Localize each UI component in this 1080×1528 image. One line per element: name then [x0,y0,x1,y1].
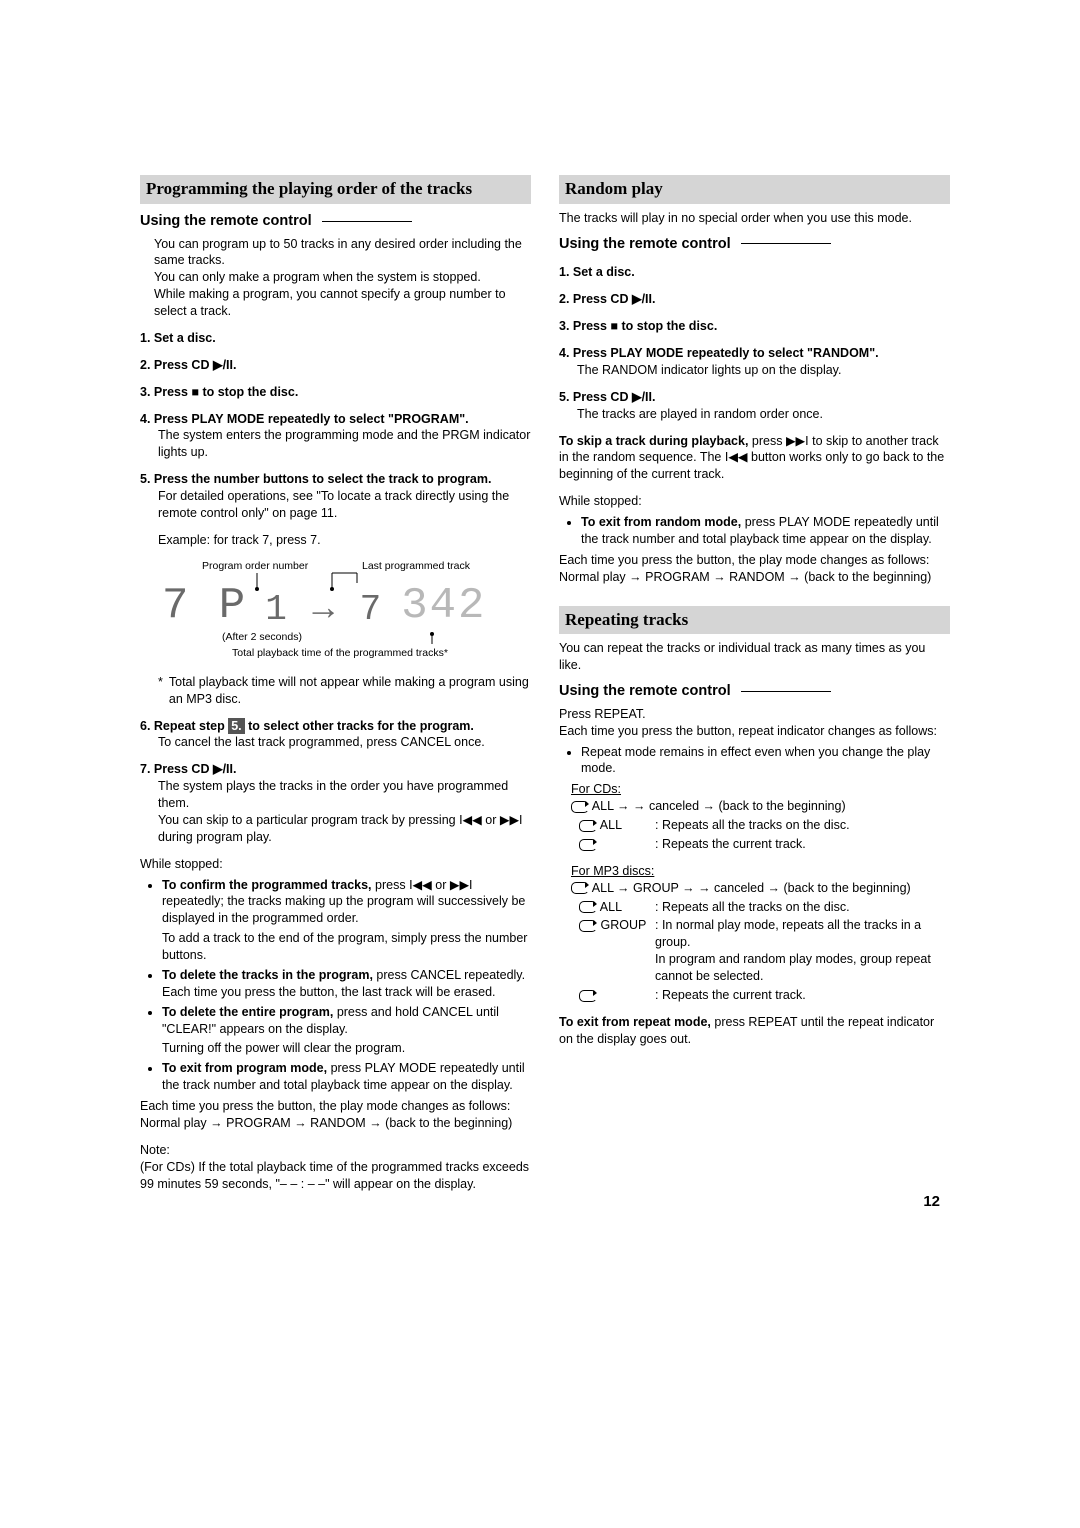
step-6-b: to select other tracks for the program. [245,719,474,733]
bullet-head: To delete the tracks in the program, [162,968,373,982]
mp3-grp-desc: : In normal play mode, repeats all the t… [655,917,950,985]
fig-total-label: Total playback time of the programmed tr… [232,646,448,660]
bullet-head: To delete the entire program, [162,1005,333,1019]
mp3-all-desc: : Repeats all the tracks on the disc. [655,899,950,916]
display-figure: Program order number Last programmed tra… [162,559,531,664]
section-title-programming: Programming the playing order of the tra… [140,175,531,204]
bullet-sub: Turning off the power will clear the pro… [162,1040,531,1057]
page-number: 12 [923,1192,940,1212]
cd-all-key: ALL [579,817,649,834]
exit-repeat-head: To exit from repeat mode, [559,1015,711,1029]
random-intro: The tracks will play in no special order… [559,210,950,227]
section-title-repeating: Repeating tracks [559,606,950,635]
bullet-delete-tracks: To delete the tracks in the program, pre… [162,967,531,1001]
r-step-4: 4. Press PLAY MODE repeatedly to select … [559,345,950,362]
sequence-intro-r: Each time you press the button, the play… [559,552,950,569]
right-column: Random play The tracks will play in no s… [559,175,950,1192]
intro-text: While making a program, you cannot speci… [154,286,531,320]
step-7-body-b: You can skip to a particular program tra… [158,812,531,846]
step-1: 1. Set a disc. [140,330,531,347]
step-3: 3. Press ■ to stop the disc. [140,384,531,401]
step-6-body: To cancel the last track programmed, pre… [158,734,531,751]
mp3-sequence: ALL → GROUP → → canceled → (back to the … [571,880,950,897]
subhead-remote-repeat: Using the remote control [559,682,950,702]
sequence-line: Normal play → PROGRAM → RANDOM → (back t… [140,1115,531,1132]
r-step-5: 5. Press CD ▶/II. [559,389,950,406]
note-body: (For CDs) If the total playback time of … [140,1159,531,1193]
mp3-line-text: ALL → GROUP → → canceled → (back to the … [589,881,911,895]
r-step-5-body: The tracks are played in random order on… [577,406,950,423]
subhead-text: Using the remote control [140,213,312,229]
for-cds: For CDs: [571,781,950,798]
r-step-3: 3. Press ■ to stop the disc. [559,318,950,335]
left-column: Programming the playing order of the tra… [140,175,531,1192]
intro-text: You can program up to 50 tracks in any d… [154,236,531,270]
subhead-text: Using the remote control [559,236,731,252]
intro-text: You can only make a program when the sys… [154,269,531,286]
subhead-remote-left: Using the remote control [140,212,531,232]
step-5-body: For detailed operations, see "To locate … [158,488,531,522]
r-step-4-body: The RANDOM indicator lights up on the di… [577,362,950,379]
repeat-note: Repeat mode remains in effect even when … [581,744,950,778]
cd-one-desc: : Repeats the current track. [655,836,950,853]
bullet-head: To exit from random mode, [581,515,741,529]
step-5: 5. Press the number buttons to select th… [140,471,531,488]
step-2: 2. Press CD ▶/II. [140,357,531,374]
repeat-intro: You can repeat the tracks or individual … [559,640,950,674]
bullet-confirm: To confirm the programmed tracks, press … [162,877,531,964]
while-stopped: While stopped: [140,856,531,873]
display-mid: 1 → 7 [265,592,383,628]
bullet-head: To confirm the programmed tracks, [162,878,372,892]
footnote: * Total playback time will not appear wh… [158,674,531,708]
bullet-sub: To add a track to the end of the program… [162,930,531,964]
r-step-1: 1. Set a disc. [559,264,950,281]
section-title-random: Random play [559,175,950,204]
display-left: 7 P [162,584,247,628]
mp3-one-key [579,987,649,1004]
note-head: Note: [140,1142,531,1159]
step-4: 4. Press PLAY MODE repeatedly to select … [140,411,531,428]
step-ref-box: 5. [228,718,244,735]
footnote-text: Total playback time will not appear whil… [169,674,531,708]
bullet-exit-program: To exit from program mode, press PLAY MO… [162,1060,531,1094]
mp3-all-key: ALL [579,899,649,916]
cd-line-text: ALL → → canceled → (back to the beginnin… [589,799,846,813]
cd-sequence: ALL → → canceled → (back to the beginnin… [571,798,950,815]
bullet-delete-program: To delete the entire program, press and … [162,1004,531,1058]
subhead-remote-right: Using the remote control [559,235,950,255]
cd-one-key [579,836,649,853]
mp3-one-desc: : Repeats the current track. [655,987,950,1004]
while-stopped-r: While stopped: [559,493,950,510]
sequence-line-r: Normal play → PROGRAM → RANDOM → (back t… [559,569,950,586]
bullet-exit-random: To exit from random mode, press PLAY MOD… [581,514,950,548]
step-7-body-a: The system plays the tracks in the order… [158,778,531,812]
subhead-text: Using the remote control [559,683,731,699]
mp3-grp-key: GROUP [579,917,649,985]
skip-head: To skip a track during playback, [559,434,748,448]
sequence-intro: Each time you press the button, the play… [140,1098,531,1115]
step-4-body: The system enters the programming mode a… [158,427,531,461]
cd-all-desc: : Repeats all the tracks on the disc. [655,817,950,834]
repeat-each: Each time you press the button, repeat i… [559,723,950,740]
example-text: Example: for track 7, press 7. [158,532,531,549]
for-mp3: For MP3 discs: [571,863,950,880]
step-7: 7. Press CD ▶/II. [140,761,531,778]
step-6-a: 6. Repeat step [140,719,228,733]
step-6: 6. Repeat step 5. to select other tracks… [140,718,531,735]
bullet-head: To exit from program mode, [162,1061,327,1075]
r-step-2: 2. Press CD ▶/II. [559,291,950,308]
repeat-press: Press REPEAT. [559,706,950,723]
